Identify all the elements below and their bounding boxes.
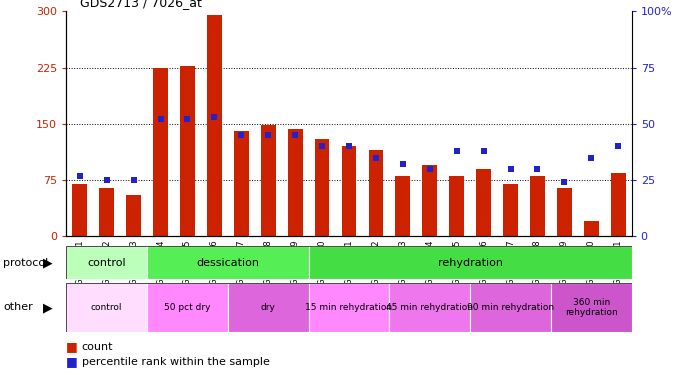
Text: dry: dry <box>261 303 276 312</box>
Text: ■: ■ <box>66 356 78 368</box>
Bar <box>315 139 329 236</box>
Point <box>371 154 382 160</box>
Bar <box>261 125 276 236</box>
Bar <box>341 146 357 236</box>
Bar <box>147 246 309 279</box>
Bar <box>207 15 222 236</box>
Point <box>505 166 516 172</box>
Text: count: count <box>82 342 113 352</box>
Bar <box>422 165 437 236</box>
Bar <box>147 283 228 332</box>
Point <box>424 166 436 172</box>
Text: control: control <box>91 303 122 312</box>
Text: 15 min rehydration: 15 min rehydration <box>306 303 392 312</box>
Point <box>397 161 408 167</box>
Text: percentile rank within the sample: percentile rank within the sample <box>82 357 269 367</box>
Text: 45 min rehydration: 45 min rehydration <box>386 303 473 312</box>
Bar <box>557 188 572 236</box>
Text: 50 pct dry: 50 pct dry <box>164 303 211 312</box>
Bar <box>228 283 309 332</box>
Point <box>559 179 570 185</box>
Point <box>236 132 247 138</box>
Bar <box>396 176 410 236</box>
Bar <box>309 246 632 279</box>
Point <box>128 177 139 183</box>
Text: ▶: ▶ <box>43 301 53 314</box>
Text: other: other <box>3 303 34 312</box>
Point <box>451 148 462 154</box>
Bar <box>503 184 518 236</box>
Point <box>316 143 327 149</box>
Point <box>613 143 624 149</box>
Bar <box>530 176 545 236</box>
Bar <box>66 283 147 332</box>
Bar <box>126 195 141 236</box>
Text: ■: ■ <box>66 340 78 353</box>
Text: ▶: ▶ <box>43 256 53 269</box>
Point <box>478 148 489 154</box>
Bar <box>551 283 632 332</box>
Text: 360 min
rehydration: 360 min rehydration <box>565 298 618 317</box>
Bar <box>369 150 383 236</box>
Bar <box>153 68 168 236</box>
Text: GDS2713 / 7026_at: GDS2713 / 7026_at <box>80 0 202 9</box>
Point <box>290 132 301 138</box>
Text: rehydration: rehydration <box>438 258 503 267</box>
Bar <box>73 184 87 236</box>
Text: 90 min rehydration: 90 min rehydration <box>467 303 554 312</box>
Point <box>74 172 85 178</box>
Bar <box>309 283 389 332</box>
Point <box>182 116 193 122</box>
Bar <box>450 176 464 236</box>
Point <box>586 154 597 160</box>
Bar <box>288 129 302 236</box>
Bar <box>584 221 599 236</box>
Bar <box>66 246 147 279</box>
Bar <box>470 283 551 332</box>
Text: protocol: protocol <box>3 258 49 267</box>
Bar <box>476 169 491 236</box>
Bar <box>99 188 114 236</box>
Point <box>532 166 543 172</box>
Bar <box>389 283 470 332</box>
Point <box>101 177 112 183</box>
Bar <box>180 66 195 236</box>
Text: control: control <box>87 258 126 267</box>
Bar <box>611 172 625 236</box>
Point <box>343 143 355 149</box>
Point <box>209 114 220 120</box>
Point <box>262 132 274 138</box>
Bar <box>234 131 248 236</box>
Point <box>155 116 166 122</box>
Text: dessication: dessication <box>196 258 260 267</box>
